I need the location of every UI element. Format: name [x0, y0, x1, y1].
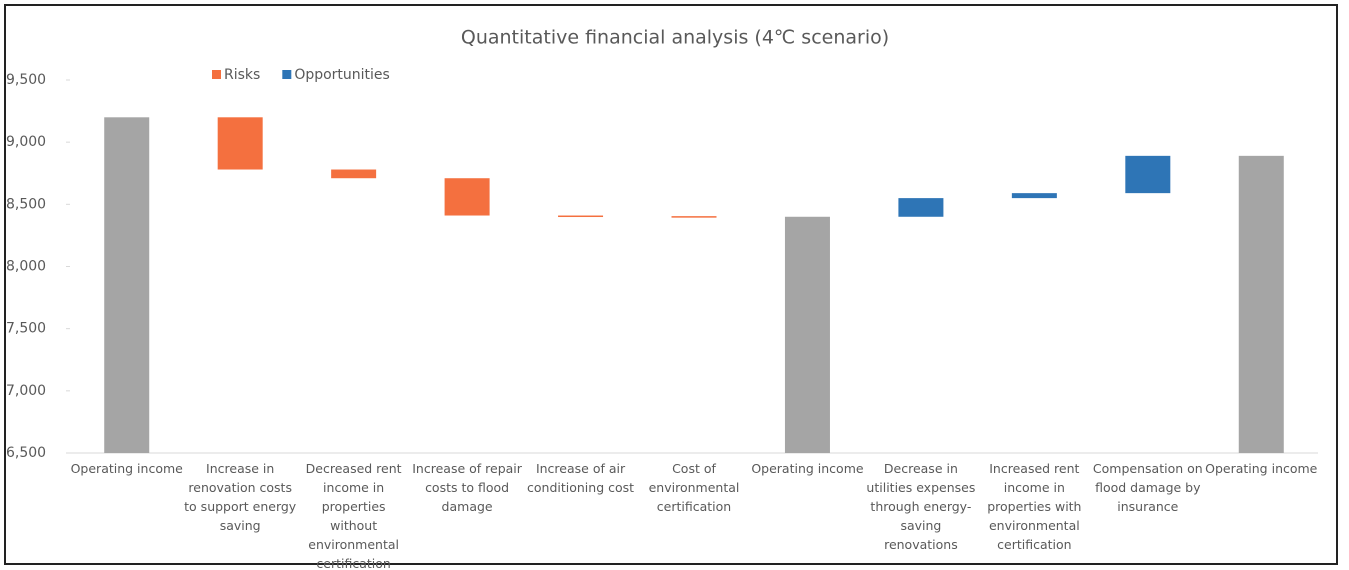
y-tick-label: 8,500: [6, 196, 46, 212]
x-tick-label: Compensation on flood damage by insuranc…: [1092, 461, 1203, 514]
change-bar: [217, 117, 263, 170]
x-tick-label: Decreased rent income in properties with…: [305, 461, 402, 570]
legend-label: Risks: [224, 67, 260, 83]
change-bar: [1125, 155, 1171, 194]
x-tick-label: Increased rent income in properties with…: [987, 461, 1082, 552]
x-tick-label: Operating income: [1205, 461, 1318, 476]
x-tick-label: Increase in renovation costs to support …: [184, 461, 297, 533]
change-bar: [1011, 193, 1057, 199]
y-tick-label: 7,500: [6, 321, 46, 337]
legend-swatch: [282, 70, 292, 79]
total-bar: [104, 117, 150, 454]
chart-title: Quantitative financial analysis (4℃ scen…: [461, 27, 889, 49]
x-tick-label: Increase of repair costs to flood damage: [412, 461, 522, 514]
change-bar: [331, 169, 377, 179]
change-bar: [558, 215, 604, 218]
change-bar: [898, 198, 944, 217]
y-tick-label: 9,500: [6, 72, 46, 88]
legend-label: Opportunities: [294, 67, 390, 83]
chart-frame: [4, 4, 1338, 565]
x-tick-label: Cost of environmental certification: [648, 461, 740, 514]
y-tick-label: 9,000: [6, 134, 46, 150]
change-bar: [671, 216, 717, 218]
x-tick-label: Decrease in utilities expenses through e…: [866, 461, 976, 552]
y-tick-label: 6,500: [6, 445, 46, 461]
total-bar: [1238, 155, 1284, 454]
change-bar: [444, 178, 490, 216]
legend-swatch: [212, 70, 221, 79]
x-tick-label: Operating income: [751, 461, 864, 476]
x-tick-label: Operating income: [70, 461, 183, 476]
y-tick-label: 8,000: [6, 259, 46, 275]
x-tick-label: Increase of air conditioning cost: [527, 461, 635, 495]
total-bar: [784, 216, 830, 453]
y-tick-label: 7,000: [6, 383, 46, 399]
